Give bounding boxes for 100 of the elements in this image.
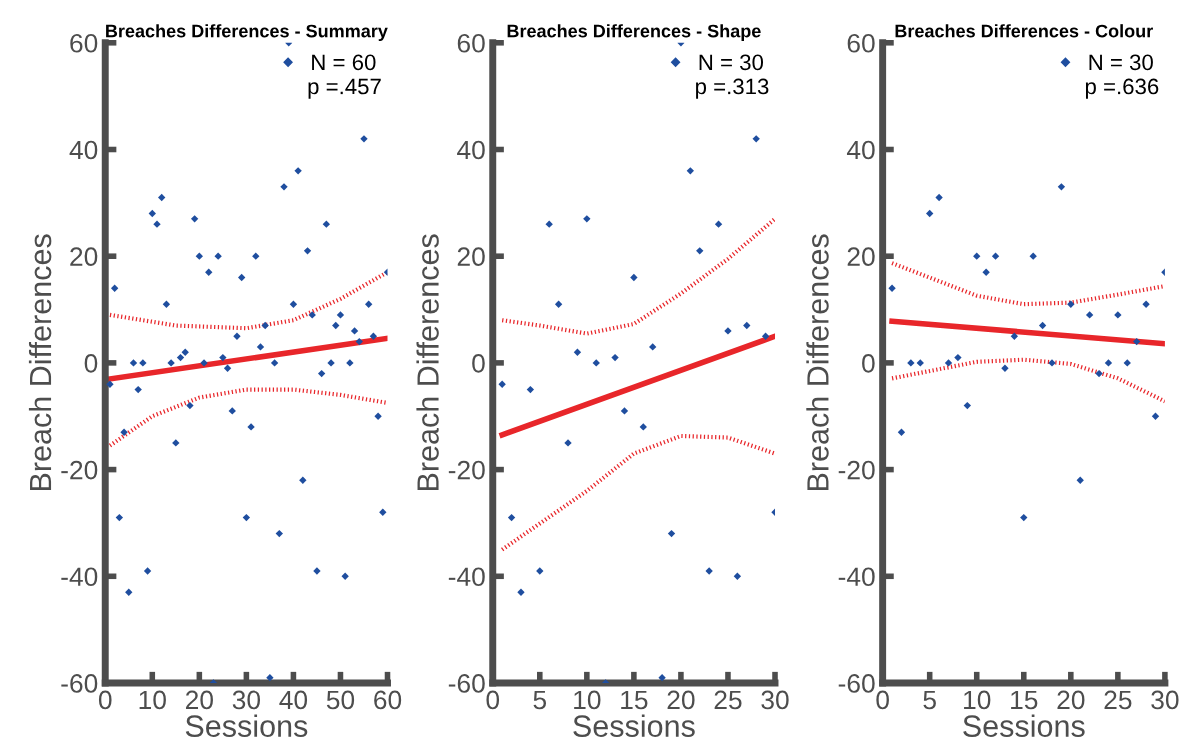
y-tick-label: 20 <box>70 247 98 267</box>
point <box>256 343 265 351</box>
legend-label: N = 30 <box>699 54 764 71</box>
point <box>195 252 204 260</box>
point <box>611 353 619 362</box>
point <box>355 337 363 346</box>
x-tick-label: 10 <box>964 690 991 710</box>
point <box>963 401 971 410</box>
line-series <box>500 216 776 336</box>
legend-label: N = 60 <box>312 54 376 71</box>
point <box>554 300 563 308</box>
point <box>667 529 676 538</box>
x-tick-label: 5 <box>923 690 936 710</box>
point <box>630 273 638 282</box>
point <box>186 401 194 410</box>
line-series <box>500 433 776 552</box>
chart-title: Breaches Differences - Colour <box>895 24 1153 38</box>
line-series <box>889 261 1165 307</box>
point <box>743 321 751 330</box>
legend-label: N = 30 <box>1089 54 1153 71</box>
x-tick-label: 30 <box>232 690 261 710</box>
point <box>1057 183 1066 191</box>
x-tick-label: 15 <box>621 690 648 710</box>
y-tick-label: -40 <box>838 567 875 587</box>
point <box>1095 369 1103 378</box>
x-tick-label: 30 <box>1151 690 1179 710</box>
point <box>573 348 582 356</box>
y-tick-label: -40 <box>61 567 98 587</box>
x-tick-label: 10 <box>574 690 601 710</box>
point <box>308 311 316 319</box>
point <box>639 423 647 431</box>
x-tick-label: 20 <box>667 690 695 710</box>
point <box>498 380 506 388</box>
y-axis-title: Breach Differences <box>416 234 439 491</box>
point <box>1029 252 1037 260</box>
point <box>649 343 657 351</box>
point <box>507 513 516 522</box>
point <box>954 353 962 362</box>
y-tick-label: 20 <box>847 247 875 267</box>
point <box>1076 476 1084 484</box>
point <box>125 588 133 596</box>
y-tick-label: 60 <box>847 33 875 53</box>
x-tick-label: 60 <box>374 690 402 710</box>
point <box>129 359 138 367</box>
point <box>317 369 326 378</box>
point <box>365 300 373 308</box>
point <box>158 193 166 202</box>
point <box>1085 311 1094 319</box>
point <box>332 321 340 330</box>
point <box>266 673 274 682</box>
point <box>299 476 307 484</box>
annotation: p =.313 <box>696 78 769 99</box>
x-axis-title: Sessions <box>963 714 1085 737</box>
point <box>944 359 953 367</box>
x-tick-label: 5 <box>533 690 547 710</box>
y-tick-label: 20 <box>457 247 485 267</box>
y-tick-label: 0 <box>862 354 875 373</box>
point <box>143 567 152 575</box>
point <box>322 220 331 228</box>
point <box>162 300 171 308</box>
point <box>350 327 359 335</box>
chart-title: Breaches Differences - Summary <box>106 24 388 41</box>
point <box>1067 300 1075 308</box>
point <box>761 332 770 340</box>
y-tick-label: 40 <box>457 140 485 160</box>
point <box>181 348 189 356</box>
point <box>1151 412 1160 420</box>
point <box>545 220 553 228</box>
point <box>592 359 600 367</box>
x-axis-title: Sessions <box>185 714 308 737</box>
x-tick-label: 20 <box>1057 690 1085 710</box>
point <box>214 252 222 260</box>
line-series <box>889 357 1165 404</box>
point <box>261 321 269 330</box>
x-tick-label: 25 <box>714 690 742 710</box>
point <box>341 572 349 580</box>
y-tick-label: -20 <box>838 460 875 480</box>
x-tick-label: 30 <box>761 690 789 710</box>
y-tick-label: 40 <box>846 140 875 160</box>
point <box>379 508 387 516</box>
point <box>242 513 251 522</box>
point <box>176 353 185 362</box>
y-tick-label: 60 <box>70 33 98 53</box>
point <box>374 412 382 420</box>
y-tick-label: -40 <box>448 567 485 587</box>
point <box>526 385 535 394</box>
point <box>1104 359 1113 367</box>
x-tick-label: 20 <box>185 690 213 710</box>
y-tick-label: 60 <box>457 33 485 53</box>
point <box>289 300 298 308</box>
point <box>658 673 666 682</box>
y-tick-label: -20 <box>61 460 98 480</box>
annotation: p =.457 <box>308 78 381 99</box>
point <box>148 209 156 218</box>
point <box>897 428 906 436</box>
point <box>714 220 723 228</box>
y-tick-label: 40 <box>69 140 98 160</box>
chart-title: Breaches Differences - Shape <box>507 24 761 41</box>
point <box>275 529 283 538</box>
x-tick-label: 0 <box>486 690 500 710</box>
